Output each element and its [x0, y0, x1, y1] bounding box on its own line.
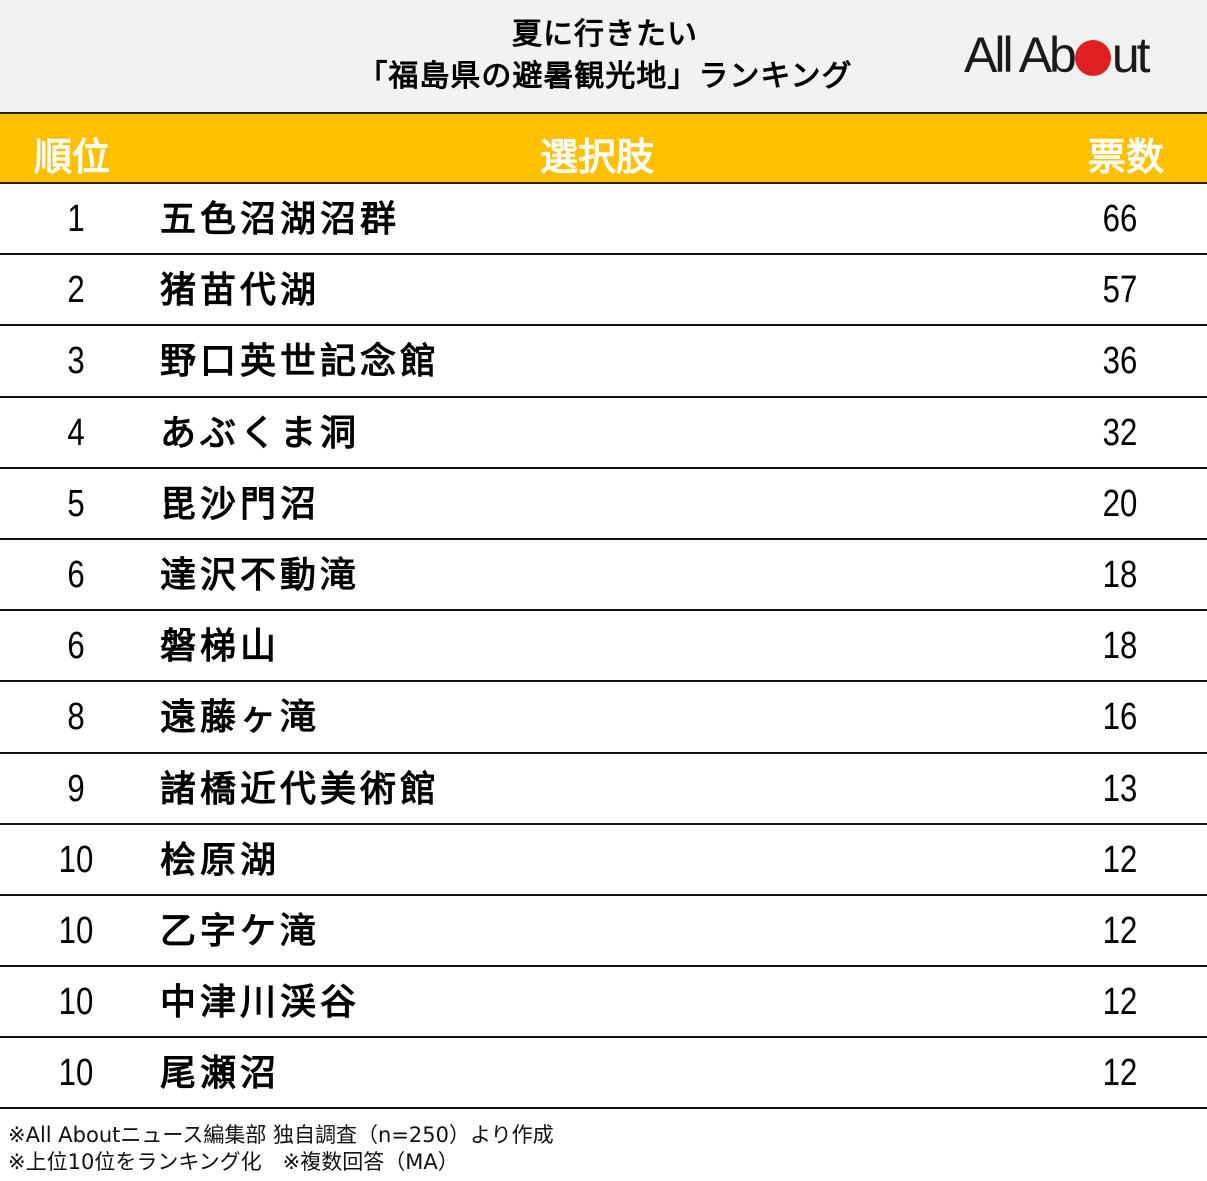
table-header: 順位 選択肢 票数 [0, 112, 1207, 184]
source-note: ※All Aboutニュース編集部 独自調査（n=250）より作成 [8, 1123, 554, 1147]
votes-cell: 18 [1102, 625, 1138, 668]
rank-cell: 10 [58, 838, 94, 881]
header-choice: 選択肢 [540, 135, 655, 179]
page-title: 夏に行きたい 「福島県の避暑観光地」ランキング [340, 14, 870, 98]
name-cell: 猪苗代湖 [160, 270, 321, 312]
ranking-table: 1 五色沼湖沼群 66 2 猪苗代湖 57 3 野口英世記念館 36 4 あぶく… [0, 184, 1207, 1110]
name-cell: あぶくま洞 [160, 412, 361, 454]
votes-cell: 36 [1102, 340, 1138, 383]
name-cell: 磐梯山 [160, 626, 281, 668]
votes-cell: 12 [1102, 981, 1138, 1024]
votes-cell: 13 [1102, 767, 1138, 810]
name-cell: 毘沙門沼 [160, 483, 321, 525]
name-cell: 達沢不動滝 [160, 554, 361, 596]
votes-cell: 12 [1102, 838, 1138, 881]
name-cell: 野口英世記念館 [160, 341, 441, 383]
rank-cell: 4 [67, 411, 85, 454]
table-row: 6 磐梯山 18 [0, 611, 1207, 683]
table-row: 4 あぶくま洞 32 [0, 398, 1207, 469]
name-cell: 遠藤ヶ滝 [160, 697, 321, 739]
votes-cell: 12 [1102, 1052, 1138, 1095]
rank-cell: 10 [58, 981, 94, 1024]
logo-text-end: ut [1111, 27, 1151, 83]
logo-text-start: All Ab [964, 27, 1077, 83]
votes-cell: 12 [1102, 909, 1138, 952]
logo-red-dot-icon [1074, 40, 1111, 76]
votes-cell: 57 [1102, 269, 1138, 312]
rank-cell: 2 [67, 269, 85, 312]
rank-cell: 10 [58, 909, 94, 952]
name-cell: 諸橋近代美術館 [160, 768, 441, 810]
name-cell: 中津川渓谷 [160, 982, 361, 1024]
all-about-logo: All Ab ut [964, 27, 1151, 83]
table-row: 10 桧原湖 12 [0, 825, 1207, 896]
table-row: 10 中津川渓谷 12 [0, 967, 1207, 1039]
method-note: ※上位10位をランキング化 ※複数回答（MA） [8, 1150, 459, 1174]
table-row: 5 毘沙門沼 20 [0, 469, 1207, 540]
table-row: 3 野口英世記念館 36 [0, 326, 1207, 398]
table-row: 10 尾瀬沼 12 [0, 1038, 1207, 1110]
rank-cell: 6 [67, 625, 85, 668]
table-row: 6 達沢不動滝 18 [0, 540, 1207, 612]
title-area: 夏に行きたい 「福島県の避暑観光地」ランキング All Ab ut [0, 0, 1207, 112]
rank-cell: 1 [67, 198, 85, 240]
rank-cell: 8 [67, 696, 85, 739]
votes-cell: 16 [1102, 696, 1138, 739]
title-line-2: 「福島県の避暑観光地」ランキング [357, 59, 853, 94]
name-cell: 乙字ケ滝 [160, 910, 321, 952]
table-row: 2 猪苗代湖 57 [0, 255, 1207, 327]
votes-cell: 32 [1102, 411, 1138, 454]
table-row: 1 五色沼湖沼群 66 [0, 184, 1207, 256]
rank-cell: 10 [58, 1052, 94, 1095]
footnotes: ※All Aboutニュース編集部 独自調査（n=250）より作成 ※上位10位… [8, 1122, 554, 1176]
table-row: 9 諸橋近代美術館 13 [0, 754, 1207, 825]
table-row: 10 乙字ケ滝 12 [0, 896, 1207, 968]
title-line-1: 夏に行きたい [512, 17, 698, 52]
name-cell: 桧原湖 [160, 839, 281, 881]
votes-cell: 20 [1102, 482, 1138, 525]
rank-cell: 6 [67, 553, 85, 596]
rank-cell: 3 [67, 340, 85, 383]
votes-cell: 66 [1102, 198, 1138, 240]
name-cell: 尾瀬沼 [160, 1053, 281, 1095]
rank-cell: 9 [67, 767, 85, 810]
rank-cell: 5 [67, 482, 85, 525]
header-votes: 票数 [1088, 135, 1165, 179]
header-rank: 順位 [34, 135, 111, 179]
votes-cell: 18 [1102, 553, 1138, 596]
name-cell: 五色沼湖沼群 [160, 199, 401, 240]
table-row: 8 遠藤ヶ滝 16 [0, 682, 1207, 754]
